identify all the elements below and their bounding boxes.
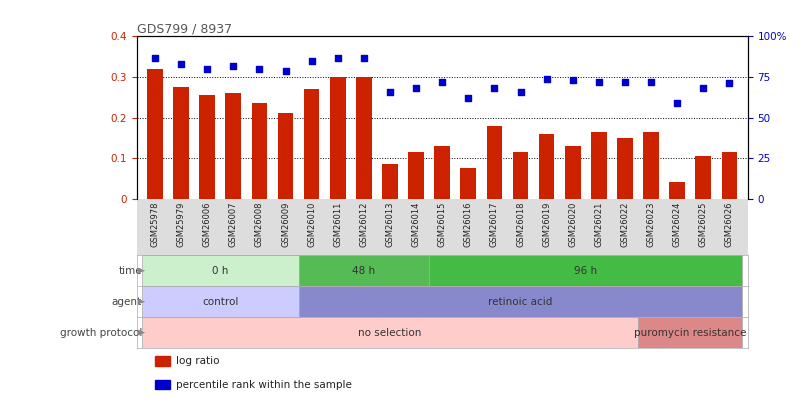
Point [670,100,683,106]
Bar [721,152,736,198]
Text: time: time [118,266,141,276]
Text: GSM26017: GSM26017 [489,201,499,247]
Point [201,66,214,72]
Point [253,66,266,72]
Text: percentile rank within the sample: percentile rank within the sample [176,379,352,390]
Text: GSM26021: GSM26021 [593,201,602,247]
Bar [141,286,298,317]
Text: GSM26009: GSM26009 [281,201,290,247]
Bar [141,317,638,348]
Bar [155,380,170,389]
Text: GSM26024: GSM26024 [672,201,681,247]
Point [279,67,291,74]
Bar [590,132,606,198]
Text: GSM26008: GSM26008 [255,201,263,247]
Bar [486,126,502,198]
Bar [538,134,554,198]
Bar [277,113,293,198]
Bar [695,156,711,198]
Text: GDS799 / 8937: GDS799 / 8937 [137,22,231,35]
Text: GSM26013: GSM26013 [385,201,394,247]
Point [357,54,370,61]
Bar [329,77,345,198]
Bar [356,77,371,198]
Point [461,95,474,101]
Text: retinoic acid: retinoic acid [487,296,552,307]
Bar [225,93,241,198]
Text: GSM26020: GSM26020 [568,201,577,247]
Point [149,54,161,61]
Text: GSM26018: GSM26018 [516,201,524,247]
Text: GSM25979: GSM25979 [177,201,185,247]
Point [644,79,657,85]
Text: GSM26016: GSM26016 [463,201,472,247]
Text: no selection: no selection [358,328,421,338]
Bar [642,132,658,198]
Text: GSM26011: GSM26011 [332,201,342,247]
Text: GSM26014: GSM26014 [411,201,420,247]
Text: GSM26015: GSM26015 [437,201,446,247]
Text: 0 h: 0 h [212,266,228,276]
Text: GSM26006: GSM26006 [202,201,211,247]
Bar [512,152,528,198]
Text: growth protocol: growth protocol [59,328,141,338]
Text: GSM26019: GSM26019 [541,201,551,247]
Text: GSM26012: GSM26012 [359,201,368,247]
Text: GSM26023: GSM26023 [646,201,654,247]
Point [513,88,526,95]
Point [383,88,396,95]
Point [696,85,709,92]
Point [226,62,239,69]
Point [487,85,500,92]
Text: GSM26010: GSM26010 [307,201,316,247]
Bar [408,152,423,198]
Point [435,79,448,85]
Bar [251,103,267,198]
Bar [173,87,189,198]
Text: puromycin resistance: puromycin resistance [634,328,745,338]
Text: 48 h: 48 h [352,266,375,276]
Point [618,79,630,85]
Text: control: control [202,296,238,307]
Bar [434,146,450,198]
Bar [141,255,298,286]
Text: GSM26022: GSM26022 [620,201,629,247]
Text: GSM26026: GSM26026 [724,201,733,247]
Text: agent: agent [112,296,141,307]
Bar [304,89,319,198]
Bar [460,168,475,198]
Bar [298,255,429,286]
Point [305,58,318,64]
Point [331,54,344,61]
Bar [429,255,742,286]
Bar [147,69,162,198]
Text: GSM26007: GSM26007 [229,201,238,247]
Point [592,79,605,85]
Bar [638,317,742,348]
Point [722,80,735,87]
Text: 96 h: 96 h [573,266,597,276]
Bar [381,164,397,198]
Bar [199,95,214,198]
Bar [298,286,742,317]
Text: GSM26025: GSM26025 [698,201,707,247]
Text: log ratio: log ratio [176,356,220,366]
Point [410,85,422,92]
Point [540,75,552,82]
Bar [565,146,580,198]
Bar [155,356,170,366]
Text: GSM25978: GSM25978 [150,201,159,247]
Bar [617,138,632,198]
Point [565,77,578,83]
Point [174,61,187,67]
Bar [669,182,684,198]
